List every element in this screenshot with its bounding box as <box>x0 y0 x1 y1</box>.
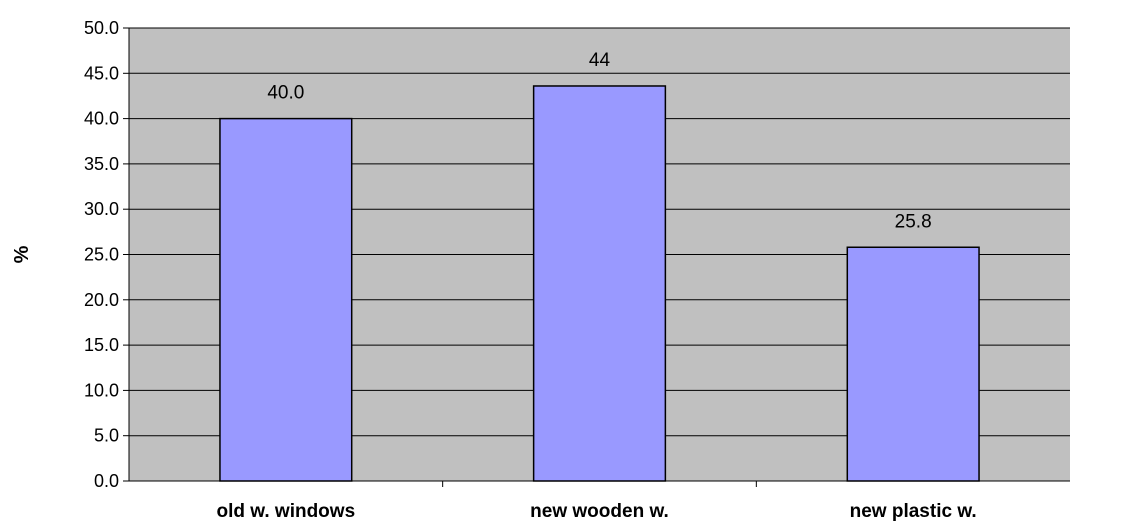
x-category-label: new wooden w. <box>530 501 669 522</box>
y-tick-labels: 0.0 5.0 10.0 15.0 20.0 25.0 30.0 35.0 40.0 45.0 50… <box>84 18 119 491</box>
y-tick-label: 35.0 <box>84 154 119 174</box>
y-tick-label: 25.0 <box>84 245 119 265</box>
data-labels: 40.0 44 25.8 <box>267 50 931 232</box>
y-tick-label: 40.0 <box>84 109 119 129</box>
y-tick-label: 15.0 <box>84 335 119 355</box>
bar <box>532 85 667 482</box>
data-label: 25.8 <box>895 211 932 232</box>
y-tick-label: 50.0 <box>84 18 119 38</box>
x-category-labels: old w. windows new wooden w. new plastic w… <box>217 501 977 522</box>
y-tick-label: 5.0 <box>94 426 119 446</box>
data-label: 40.0 <box>267 83 304 104</box>
axes <box>123 27 1070 487</box>
data-label: 44 <box>589 50 611 71</box>
bars <box>219 85 980 482</box>
y-tick-label: 0.0 <box>94 471 119 491</box>
bar <box>219 117 353 482</box>
x-category-label: new plastic w. <box>850 501 977 522</box>
bar <box>846 246 980 482</box>
y-tick-label: 45.0 <box>84 63 119 83</box>
y-tick-label: 30.0 <box>84 199 119 219</box>
x-category-label: old w. windows <box>217 501 356 522</box>
y-axis-title: % <box>11 245 33 263</box>
y-tick-label: 10.0 <box>84 380 119 400</box>
y-tick-label: 20.0 <box>84 290 119 310</box>
